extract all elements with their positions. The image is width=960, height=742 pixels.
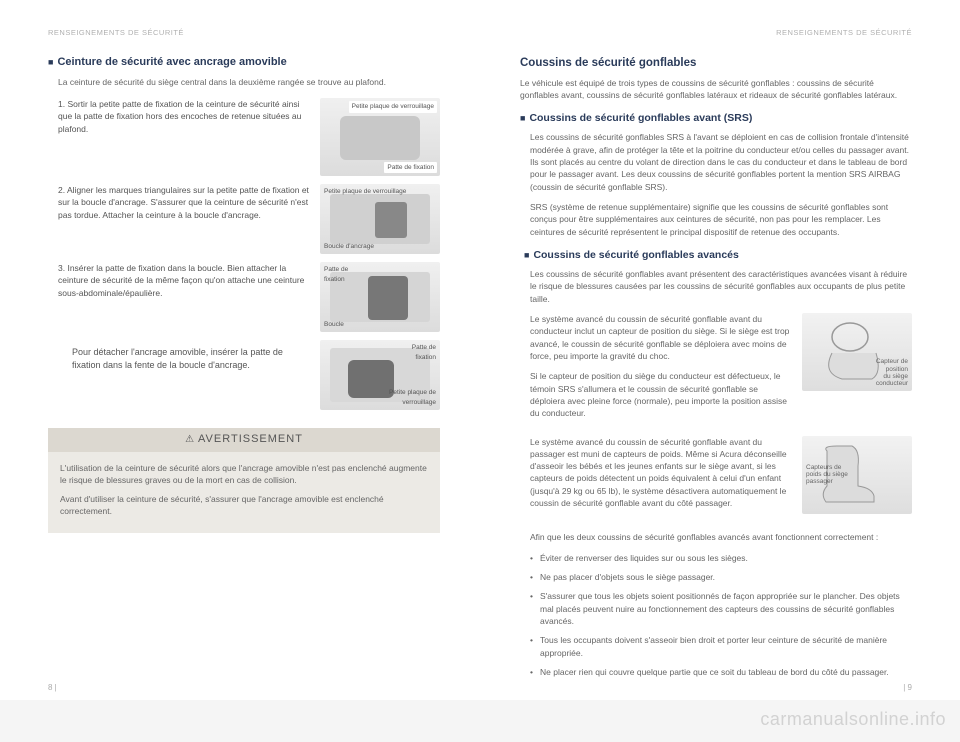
step-3: 3. Insérer la patte de fixation dans la … xyxy=(48,262,440,332)
right-intro: Le véhicule est équipé de trois types de… xyxy=(520,77,912,102)
right-fig1-cap: Capteur de position du siège conducteur xyxy=(876,358,908,387)
fig1-top-label: Petite plaque de verrouillage xyxy=(349,101,437,112)
sys1b-text: Si le capteur de position du siège du co… xyxy=(530,370,792,419)
right-fig2-cap: Capteurs de poids du siège passager xyxy=(806,464,848,485)
sys-block-2: Le système avancé du coussin de sécurité… xyxy=(520,436,912,518)
step-1: 1. Sortir la petite patte de fixation de… xyxy=(48,98,440,176)
step-2-num: 2. xyxy=(58,185,65,195)
sub1-title: Coussins de sécurité gonflables avant (S… xyxy=(520,111,912,126)
sub2-title: Coussins de sécurité gonflables avancés xyxy=(520,248,912,263)
fig2-top-label: Petite plaque de verrouillage xyxy=(324,187,406,196)
right-title: Coussins de sécurité gonflables xyxy=(520,55,912,72)
sys-block-1: Le système avancé du coussin de sécurité… xyxy=(520,313,912,428)
warning-body: L'utilisation de la ceinture de sécurité… xyxy=(48,452,440,533)
step-1-text: Sortir la petite patte de fixation de la… xyxy=(58,99,301,134)
right-page-num: | 9 xyxy=(903,682,912,694)
header-right: RENSEIGNEMENTS DE SÉCURITÉ xyxy=(520,28,912,39)
step-3-text: Insérer la patte de fixation dans la bou… xyxy=(58,263,304,298)
left-title: Ceinture de sécurité avec ancrage amovib… xyxy=(48,55,440,71)
bullet-4: Tous les occupants doivent s'asseoir bie… xyxy=(530,634,912,659)
closing-line: Afin que les deux coussins de sécurité g… xyxy=(520,531,912,543)
warn-p2: Avant d'utiliser la ceinture de sécurité… xyxy=(60,493,428,518)
step-2: 2. Aligner les marques triangulaires sur… xyxy=(48,184,440,254)
fig4-bottom-label: Petite plaque de verrouillage xyxy=(389,388,436,407)
warning-icon: ⚠ xyxy=(185,434,195,445)
figure-2: Petite plaque de verrouillage Boucle d'a… xyxy=(320,184,440,254)
spread: RENSEIGNEMENTS DE SÉCURITÉ Ceinture de s… xyxy=(0,0,960,700)
page-right: RENSEIGNEMENTS DE SÉCURITÉ Coussins de s… xyxy=(480,0,960,700)
fig3-bottom-label: Boucle xyxy=(324,320,344,329)
warning-title: AVERTISSEMENT xyxy=(198,433,303,445)
step-3-num: 3. xyxy=(58,263,65,273)
fig1-bottom-label: Patte de fixation xyxy=(384,162,437,173)
sub1-p1: Les coussins de sécurité gonflables SRS … xyxy=(520,131,912,193)
right-body: Coussins de sécurité gonflables Le véhic… xyxy=(520,55,912,678)
bullet-5: Ne placer rien qui couvre quelque partie… xyxy=(530,666,912,678)
warning-head: ⚠AVERTISSEMENT xyxy=(48,428,440,452)
header-left: RENSEIGNEMENTS DE SÉCURITÉ xyxy=(48,28,440,39)
right-fig-1: Capteur de position du siège conducteur xyxy=(802,313,912,391)
warning-box: ⚠AVERTISSEMENT L'utilisation de la ceint… xyxy=(48,428,440,533)
warn-p1: L'utilisation de la ceinture de sécurité… xyxy=(60,462,428,487)
left-page-num: 8 | xyxy=(48,682,57,694)
watermark: carmanualsonline.info xyxy=(760,706,946,732)
bullet-2: Ne pas placer d'objets sous le siège pas… xyxy=(530,571,912,583)
sys2-text: Le système avancé du coussin de sécurité… xyxy=(530,436,792,510)
figure-3: Patte de fixation Boucle xyxy=(320,262,440,332)
detach-note: Pour détacher l'ancrage amovible, insére… xyxy=(58,346,310,410)
fig3-top-label: Patte de fixation xyxy=(324,265,348,284)
detach-block: Pour détacher l'ancrage amovible, insére… xyxy=(48,340,440,410)
right-fig-2: Capteurs de poids du siège passager xyxy=(802,436,912,514)
step-1-num: 1. xyxy=(58,99,65,109)
sub2-p: Les coussins de sécurité gonflables avan… xyxy=(520,268,912,305)
bullet-list: Éviter de renverser des liquides sur ou … xyxy=(520,552,912,679)
sub1-p2: SRS (système de retenue supplémentaire) … xyxy=(520,201,912,238)
figure-4: Patte de fixation Petite plaque de verro… xyxy=(320,340,440,410)
figure-1: Petite plaque de verrouillage Patte de f… xyxy=(320,98,440,176)
sys1-text: Le système avancé du coussin de sécurité… xyxy=(530,313,792,362)
fig2-bottom-label: Boucle d'ancrage xyxy=(324,242,374,251)
bullet-3: S'assurer que tous les objets soient pos… xyxy=(530,590,912,627)
step-2-text: Aligner les marques triangulaires sur la… xyxy=(58,185,309,220)
bullet-1: Éviter de renverser des liquides sur ou … xyxy=(530,552,912,564)
page-left: RENSEIGNEMENTS DE SÉCURITÉ Ceinture de s… xyxy=(0,0,480,700)
left-intro: La ceinture de sécurité du siège central… xyxy=(48,76,440,88)
fig4-top-label: Patte de fixation xyxy=(412,343,436,362)
